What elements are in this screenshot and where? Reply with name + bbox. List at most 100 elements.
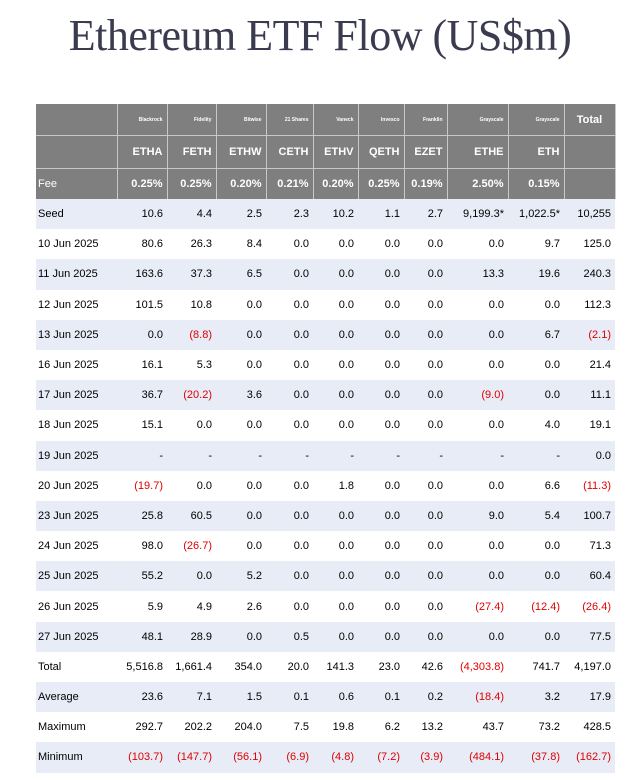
row-label: Seed (36, 199, 117, 230)
flow-cell: 19.8 (332, 721, 354, 734)
flow-cell: 0.0 (564, 440, 615, 471)
flow-cell: 2.5 (216, 199, 266, 230)
flow-cell: 0.0 (338, 419, 354, 432)
flow-cell: 13.2 (421, 721, 443, 734)
flow-cell: 1,661.4 (175, 660, 212, 673)
flow-cell: 71.3 (589, 540, 611, 553)
table-row: 16 Jun 2025 16.1 5.3 0.0 0.0 0.0 0.0 0.0 0.0 0.0 2… (36, 350, 615, 380)
flow-cell: 0.0 (488, 540, 504, 553)
flow-cell: 0.0 (266, 500, 313, 532)
flow-cell: 0.0 (358, 500, 404, 532)
flow-cell: 0.0 (216, 621, 266, 652)
flow-cell: 60.5 (167, 500, 216, 532)
flow-cell: (147.7) (167, 742, 216, 773)
flow-cell: 9.7 (544, 238, 560, 251)
flow-cell: 19.1 (589, 419, 611, 432)
flow-cell: 0.0 (404, 380, 447, 411)
flow-cell: 0.0 (404, 621, 447, 652)
flow-cell: 1.5 (216, 682, 266, 713)
flow-cell: 0.0 (167, 561, 216, 592)
flow-cell: 0.0 (266, 319, 313, 350)
fee-cell: 2.50% (447, 168, 509, 199)
flow-cell: 4.0 (544, 419, 560, 432)
flow-cell: (2.1) (564, 319, 615, 350)
flow-cell: 0.0 (427, 298, 443, 311)
flow-cell: 0.0 (293, 359, 309, 372)
table-row: 23 Jun 2025 25.8 60.5 0.0 0.0 0.0 0.0 0.0 9.0 5.4… (36, 500, 615, 532)
fee-cell: 0.25% (117, 168, 168, 199)
table-row: 10 Jun 2025 80.6 26.3 8.4 0.0 0.0 0.0 0.0 0.0 9.7… (36, 229, 615, 259)
flow-cell: 13.3 (447, 259, 508, 290)
flow-cell: 2.7 (404, 199, 447, 230)
flow-cell: 73.2 (538, 721, 560, 734)
flow-cell: 0.0 (447, 621, 508, 652)
flow-cell: 20.0 (287, 660, 309, 673)
flow-cell: 0.0 (384, 238, 400, 251)
flow-cell: - (313, 440, 358, 471)
table-row: 13 Jun 2025 0.0 (8.8) 0.0 0.0 0.0 0.0 0.0 0.0 6.7… (36, 319, 615, 350)
flow-cell: 0.0 (246, 359, 262, 372)
table-row: 17 Jun 2025 36.7 (20.2) 3.6 0.0 0.0 0.0 0.0 (9.0… (36, 380, 615, 411)
flow-cell: 0.0 (404, 561, 447, 592)
flow-cell: 741.7 (532, 660, 560, 673)
table-row: 26 Jun 2025 5.9 4.9 2.6 0.0 0.0 0.0 0.0 (27.4) (1… (36, 591, 615, 621)
flow-cell: 48.1 (117, 621, 167, 652)
flow-cell: 0.0 (427, 479, 443, 492)
flow-cell: 354.0 (234, 660, 262, 673)
flow-cell: 0.0 (358, 380, 404, 411)
table-row: 19 Jun 2025- - - - - - - - -0.0 (36, 440, 615, 471)
flow-cell: (26.7) (183, 540, 212, 553)
fee-cell: 0.21% (266, 168, 314, 199)
flow-cell: (484.1) (447, 742, 508, 773)
flow-cell: 10.2 (313, 199, 358, 230)
flow-cell: 0.0 (358, 259, 404, 290)
flow-cell: 98.0 (141, 540, 163, 553)
flow-cell: 0.0 (338, 600, 354, 613)
header-provider-row: Blackrock Fidelity Bitwise 21 Shares Vaneck I… (36, 104, 616, 136)
etf-flow-table: Blackrock Fidelity Bitwise 21 Shares Vaneck I… (36, 104, 616, 773)
flow-cell: 1,022.5* (508, 199, 564, 230)
ticker-header: ETHW (216, 135, 267, 169)
flow-cell: 0.0 (384, 419, 400, 432)
fee-cell: 0.15% (508, 168, 565, 199)
row-label: 11 Jun 2025 (36, 259, 117, 290)
flow-cell: 0.2 (404, 682, 447, 713)
provider-header: Total (564, 104, 616, 136)
row-label: Minimum (36, 742, 117, 773)
flow-cell: 42.6 (421, 660, 443, 673)
flow-cell: 0.0 (544, 298, 560, 311)
flow-cell: 5.3 (196, 359, 212, 372)
flow-cell: 0.0 (427, 359, 443, 372)
flow-cell: 6.6 (544, 479, 560, 492)
fee-cell: 0.20% (216, 168, 267, 199)
ticker-header: ETHE (447, 135, 509, 169)
flow-cell: 80.6 (141, 238, 163, 251)
flow-cell: 0.5 (266, 621, 313, 652)
flow-cell: 0.0 (313, 380, 358, 411)
flow-cell: 6.7 (508, 319, 564, 350)
provider-header: Franklin (404, 104, 448, 136)
flow-cell: 9.0 (447, 500, 508, 532)
flow-cell: 2.3 (266, 199, 313, 230)
table-row: Total 5,516.8 1,661.4 354.0 20.0 141.3 23.0 42.… (36, 652, 615, 682)
flow-cell: 0.0 (338, 238, 354, 251)
flow-cell: - (508, 440, 564, 471)
flow-cell: 0.0 (427, 540, 443, 553)
flow-cell: 0.0 (266, 561, 313, 592)
flow-cell: 55.2 (117, 561, 167, 592)
flow-cell: 101.5 (135, 298, 163, 311)
ticker-header: ETHV (313, 135, 359, 169)
flow-cell: 0.6 (313, 682, 358, 713)
flow-cell: 0.0 (196, 479, 212, 492)
flow-cell: 5.9 (147, 600, 163, 613)
page-title: Ethereum ETF Flow (US$m) (68, 11, 572, 60)
flow-cell: 0.0 (313, 500, 358, 532)
flow-cell: 15.1 (141, 419, 163, 432)
flow-cell: 0.0 (544, 540, 560, 553)
flow-cell: 0.0 (246, 479, 262, 492)
flow-cell: (12.4) (531, 600, 560, 613)
flow-cell: 0.1 (266, 682, 313, 713)
flow-cell: (4,303.8) (459, 660, 504, 673)
flow-cell: 5.4 (508, 500, 564, 532)
flow-cell: 23.0 (378, 660, 400, 673)
